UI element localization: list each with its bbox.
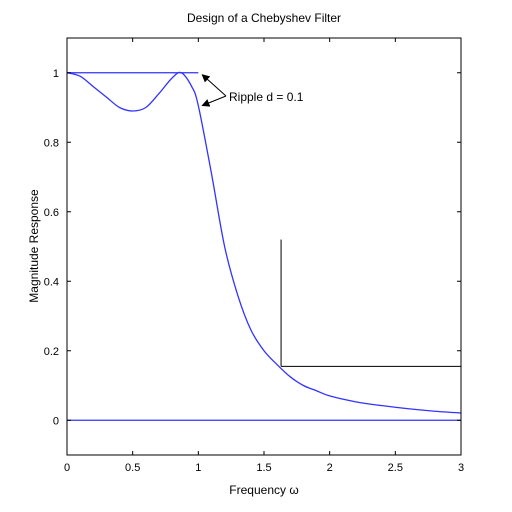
y-ticks: 0 0.2 0.4 0.6 0.8 1 bbox=[44, 68, 461, 427]
x-tick-label: 1 bbox=[195, 462, 201, 474]
plot-background bbox=[67, 38, 461, 455]
y-tick-label: 0.6 bbox=[44, 207, 59, 219]
chart-title: Design of a Chebyshev Filter bbox=[187, 11, 341, 25]
x-tick-label: 2 bbox=[327, 462, 333, 474]
y-tick-label: 0.4 bbox=[44, 276, 59, 288]
ripple-arrow-1 bbox=[201, 74, 227, 97]
x-tick-label: 2.5 bbox=[388, 462, 403, 474]
y-axis-label: Magnitude Response bbox=[27, 189, 41, 303]
x-tick-label: 0.5 bbox=[125, 462, 140, 474]
y-tick-label: 0.2 bbox=[44, 346, 59, 358]
y-tick-label: 0.8 bbox=[44, 137, 59, 149]
ripple-annotation-text: Ripple d = 0.1 bbox=[229, 90, 304, 104]
x-tick-label: 3 bbox=[458, 462, 464, 474]
x-axis-label: Frequency ω bbox=[229, 483, 298, 497]
ripple-annotation: Ripple d = 0.1 bbox=[201, 74, 304, 107]
series-line-1 bbox=[66, 71, 462, 414]
x-ticks: 0 0.5 1 1.5 2 2.5 3 bbox=[64, 38, 464, 474]
x-tick-label: 0 bbox=[64, 462, 70, 474]
y-tick-label: 1 bbox=[53, 68, 59, 80]
y-tick-label: 0 bbox=[53, 415, 59, 427]
ripple-arrow-2 bbox=[201, 95, 227, 107]
series-layer bbox=[66, 71, 462, 421]
x-tick-label: 1.5 bbox=[256, 462, 271, 474]
specification-lines bbox=[280, 239, 461, 367]
